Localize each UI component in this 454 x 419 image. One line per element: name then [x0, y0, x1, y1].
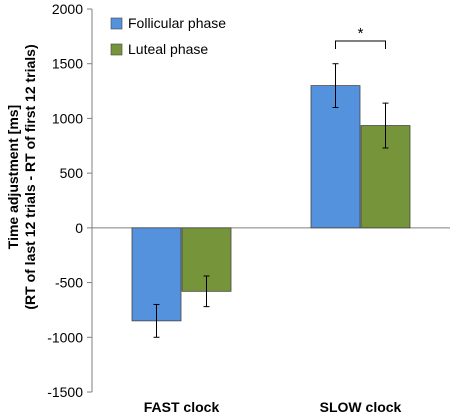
legend-swatch: [110, 43, 123, 56]
significance-marker: *: [335, 25, 386, 49]
x-category-label: SLOW clock: [320, 399, 402, 415]
y-tick-label: 0: [75, 220, 83, 236]
y-tick-label: -500: [55, 275, 83, 291]
y-axis-ticks: -1500 -1000 -500 0 500 1000 1500 2000: [47, 1, 92, 400]
y-tick-label: 500: [60, 165, 84, 181]
y-tick-label: -1000: [47, 329, 83, 345]
legend-swatch: [110, 17, 123, 30]
legend: Follicular phase Luteal phase: [110, 15, 226, 57]
legend-label: Luteal phase: [128, 41, 208, 57]
legend-label: Follicular phase: [128, 15, 226, 31]
x-category-label: FAST clock: [144, 399, 220, 415]
y-tick-label: 2000: [52, 1, 83, 17]
error-bars: [153, 63, 389, 338]
x-axis-category-labels: FAST clock SLOW clock: [144, 399, 402, 415]
bars: [131, 85, 411, 322]
significance-bracket: [335, 40, 386, 49]
y-axis-title-line2: (RT of last 12 trials - RT of first 12 t…: [22, 44, 38, 309]
y-tick-label: -1500: [47, 384, 83, 400]
y-tick-label: 1500: [52, 56, 83, 72]
y-axis-title-line1: Time adjustment [ms]: [5, 105, 21, 249]
significance-label: *: [358, 25, 364, 42]
y-axis-title: Time adjustment [ms] (RT of last 12 tria…: [5, 44, 38, 309]
y-tick-label: 1000: [52, 110, 83, 126]
